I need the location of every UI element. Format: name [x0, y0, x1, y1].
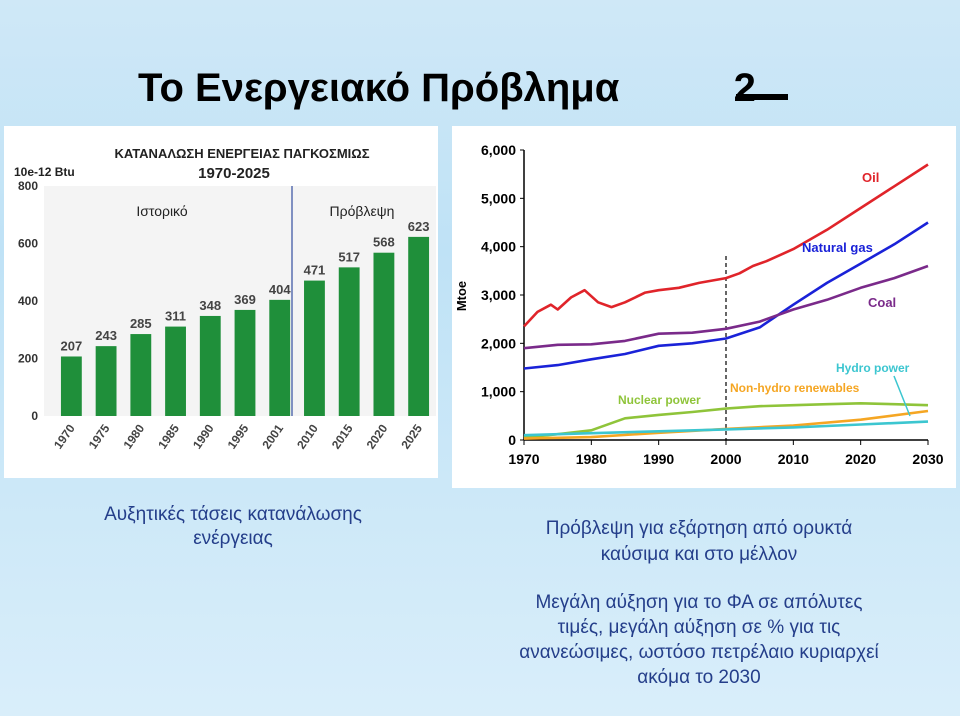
bar — [95, 346, 117, 416]
series-label-oil: Oil — [862, 170, 879, 185]
series-line-natural-gas — [523, 221, 929, 370]
line-x-tick-label: 2000 — [710, 451, 741, 467]
line-x-tick-label: 1990 — [643, 451, 674, 467]
caption-right-line: Μεγάλη αύξηση για το ΦΑ σε απόλυτες — [535, 592, 863, 613]
bar-y-tick-label: 600 — [18, 237, 38, 251]
line-y-tick-label: 6,000 — [481, 142, 516, 158]
caption-right-forecast: Πρόβλεψη για εξάρτηση από ορυκτά καύσιμα… — [484, 516, 914, 568]
bar-x-tick-label: 2010 — [294, 421, 321, 451]
bar-x-tick-label: 2001 — [259, 421, 286, 451]
series-line-coal — [523, 264, 929, 350]
bar — [338, 267, 360, 416]
caption-right-line: ακόμα το 2030 — [637, 667, 761, 688]
bar-x-tick-label: 1990 — [190, 421, 217, 451]
line-x-tick-label: 2010 — [778, 451, 809, 467]
hydro-pointer — [893, 375, 911, 417]
series-line-hydro-power — [523, 420, 929, 437]
caption-right-line: Πρόβλεψη για εξάρτηση από ορυκτά — [545, 518, 853, 539]
bar-x-tick-label: 1995 — [225, 421, 252, 451]
energy-by-fuel-line-chart: Mtoe 0 1,000 2,000 3,000 4,000 5,000 6,000 197… — [452, 126, 956, 488]
bar-value-label: 348 — [199, 298, 221, 313]
series-label-nuclear: Nuclear power — [618, 393, 701, 407]
bar — [234, 309, 256, 416]
bar-x-tick-label: 1980 — [120, 421, 147, 451]
line-x-tick-label: 1980 — [576, 451, 607, 467]
line-x-tick-label: 2030 — [912, 451, 943, 467]
bar — [130, 334, 152, 416]
slide-title: Το Ενεργειακό Πρόβλημα 2 — [138, 66, 756, 111]
region-label-history: Ιστορικό — [136, 203, 188, 219]
series-label-natural-gas: Natural gas — [802, 240, 873, 255]
line-chart-svg: Mtoe 0 1,000 2,000 3,000 4,000 5,000 6,000 197… — [454, 142, 944, 467]
bar-x-tick-label: 2015 — [329, 421, 356, 451]
bar-y-tick-label: 400 — [18, 294, 38, 308]
caption-right-growth: Μεγάλη αύξηση για το ΦΑ σε απόλυτες τιμέ… — [464, 590, 934, 690]
caption-right-line: ανανεώσιμες, ωστόσο πετρέλαιο κυριαρχεί — [519, 642, 879, 663]
line-chart-ylabel: Mtoe — [454, 281, 469, 311]
slide-title-number: 2 — [733, 66, 756, 110]
bar-x-tick-label: 1985 — [155, 421, 182, 451]
bar-x-tick-label: 1970 — [51, 421, 78, 451]
line-y-tick-label: 3,000 — [481, 287, 516, 303]
region-label-forecast: Πρόβλεψη — [330, 203, 395, 219]
line-y-tick-label: 0 — [508, 432, 516, 448]
energy-consumption-bar-chart: ΚΑΤΑΝΑΛΩΣΗ ΕΝΕΡΓΕΙΑΣ ΠΑΓΚΟΣΜΙΩΣ 1970-202… — [4, 126, 438, 478]
bar-chart-unit-label: 10e-12 Btu — [14, 165, 75, 179]
bar-value-label: 311 — [165, 309, 186, 324]
caption-right-line: καύσιμα και στο μέλλον — [600, 544, 798, 565]
bar-value-label: 207 — [61, 338, 83, 353]
bar-chart-title: ΚΑΤΑΝΑΛΩΣΗ ΕΝΕΡΓΕΙΑΣ ΠΑΓΚΟΣΜΙΩΣ — [115, 146, 370, 161]
bar-x-tick-label: 2020 — [364, 421, 391, 451]
caption-right-line: τιμές, μεγάλη αύξηση σε % για τις — [557, 617, 841, 638]
bar-y-tick-label: 0 — [31, 409, 38, 423]
bar-value-label: 517 — [338, 249, 360, 264]
series-label-coal: Coal — [868, 295, 896, 310]
bar-chart-subtitle: 1970-2025 — [198, 165, 270, 182]
bar — [408, 236, 430, 416]
bar-chart-svg: ΚΑΤΑΝΑΛΩΣΗ ΕΝΕΡΓΕΙΑΣ ΠΑΓΚΟΣΜΙΩΣ 1970-202… — [14, 146, 436, 452]
line-y-tick-label: 2,000 — [481, 335, 516, 351]
caption-left-line: Αυξητικές τάσεις κατανάλωσης — [104, 504, 362, 525]
bar-value-label: 285 — [130, 316, 152, 331]
series-line-oil — [523, 163, 929, 328]
line-x-tick-label: 2020 — [845, 451, 876, 467]
bar-value-label: 404 — [269, 282, 291, 297]
bar — [269, 299, 291, 416]
line-x-tick-label: 1970 — [508, 451, 539, 467]
series-label-hydro: Hydro power — [836, 361, 910, 375]
bar-value-label: 369 — [234, 292, 256, 307]
caption-left: Αυξητικές τάσεις κατανάλωσης ενέργειας — [60, 503, 406, 551]
series-label-renewables: Non-hydro renewables — [730, 381, 860, 395]
bar-x-tick-label: 2025 — [398, 421, 425, 451]
bar — [199, 315, 221, 416]
bar-x-tick-label: 1975 — [86, 421, 113, 451]
bar-value-label: 623 — [408, 219, 430, 234]
bar-value-label: 568 — [373, 235, 395, 250]
title-dash — [736, 94, 788, 100]
line-y-tick-label: 5,000 — [481, 190, 516, 206]
bar — [60, 356, 82, 416]
caption-left-line: ενέργειας — [193, 528, 273, 549]
line-y-tick-label: 4,000 — [481, 239, 516, 255]
bar — [373, 252, 395, 416]
slide-title-main: Το Ενεργειακό Πρόβλημα — [138, 66, 620, 110]
series-line-nuclear-power — [523, 401, 929, 439]
line-y-tick-label: 1,000 — [481, 384, 516, 400]
bar — [304, 280, 325, 416]
bar-value-label: 471 — [304, 263, 326, 278]
bar-y-tick-label: 200 — [18, 352, 38, 366]
bar-value-label: 243 — [95, 328, 117, 343]
bar — [165, 326, 186, 416]
bar-y-tick-label: 800 — [18, 179, 38, 193]
